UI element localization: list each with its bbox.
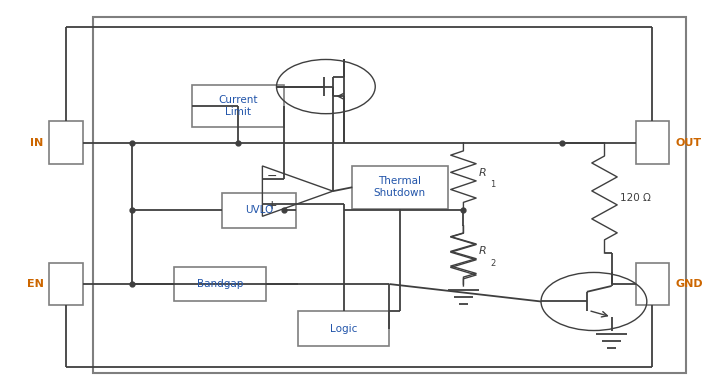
Bar [93, 17, 685, 373]
Bar [636, 121, 669, 164]
Text: 2: 2 [490, 259, 496, 268]
Bar [192, 85, 284, 127]
Bar [49, 121, 83, 164]
Text: 1: 1 [490, 181, 496, 190]
Bar [636, 263, 669, 305]
Text: Bandgap: Bandgap [197, 279, 243, 289]
Text: Current
Limit: Current Limit [218, 95, 257, 117]
Text: R: R [479, 246, 487, 256]
Text: Logic: Logic [330, 324, 357, 333]
Bar [298, 311, 390, 346]
Text: 120 Ω: 120 Ω [620, 193, 651, 203]
Text: +: + [266, 199, 277, 212]
Text: IN: IN [31, 138, 43, 148]
Text: Thermal
Shutdown: Thermal Shutdown [374, 176, 426, 198]
Bar [174, 267, 266, 301]
Text: R: R [479, 168, 487, 178]
Text: −: − [267, 170, 277, 183]
Text: GND: GND [675, 279, 702, 289]
Text: EN: EN [27, 279, 43, 289]
Bar [222, 193, 296, 228]
Text: UVLO: UVLO [245, 206, 273, 216]
Text: OUT: OUT [675, 138, 701, 148]
Bar [49, 263, 83, 305]
Bar [353, 166, 447, 209]
